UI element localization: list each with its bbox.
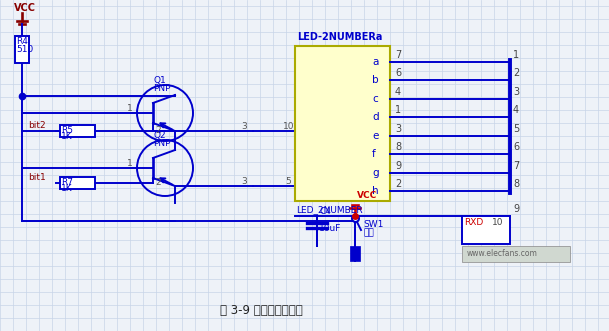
Text: 1: 1 bbox=[513, 50, 519, 60]
Text: b: b bbox=[372, 75, 379, 85]
Text: 3: 3 bbox=[241, 122, 247, 131]
Text: 5: 5 bbox=[285, 177, 290, 186]
Text: h: h bbox=[372, 186, 379, 196]
Text: VCC: VCC bbox=[357, 191, 377, 200]
Bar bbox=[350, 246, 360, 261]
Text: R4: R4 bbox=[16, 37, 28, 46]
Bar bbox=[15, 36, 29, 63]
Bar bbox=[462, 216, 510, 244]
Text: SW1: SW1 bbox=[363, 220, 384, 229]
Text: 8: 8 bbox=[513, 179, 519, 189]
Text: bit2: bit2 bbox=[28, 121, 46, 130]
Text: 10: 10 bbox=[492, 218, 504, 227]
Text: f: f bbox=[372, 149, 376, 159]
Text: 8: 8 bbox=[395, 142, 401, 152]
Text: 图 3-9 数码管显示电路: 图 3-9 数码管显示电路 bbox=[220, 304, 303, 317]
Text: 7: 7 bbox=[513, 161, 519, 170]
Text: e: e bbox=[372, 131, 378, 141]
Text: 4: 4 bbox=[395, 87, 401, 97]
Text: bit1: bit1 bbox=[28, 173, 46, 182]
Text: 5: 5 bbox=[513, 124, 519, 134]
Text: 1: 1 bbox=[395, 105, 401, 115]
Bar bbox=[60, 125, 95, 137]
Text: a: a bbox=[372, 57, 378, 67]
Text: 3: 3 bbox=[395, 124, 401, 134]
Bar bbox=[60, 177, 95, 189]
Text: R5: R5 bbox=[61, 126, 73, 135]
Text: LED_2NUMBER: LED_2NUMBER bbox=[296, 205, 362, 214]
Text: 2: 2 bbox=[513, 69, 519, 78]
Text: 3: 3 bbox=[241, 177, 247, 186]
Text: Q1: Q1 bbox=[153, 76, 166, 85]
Bar bbox=[295, 46, 390, 201]
Text: 1: 1 bbox=[127, 104, 133, 113]
Text: 3: 3 bbox=[513, 87, 519, 97]
Text: 1K: 1K bbox=[61, 184, 72, 193]
Text: 510: 510 bbox=[16, 45, 33, 54]
Text: g: g bbox=[372, 167, 379, 177]
Text: 2: 2 bbox=[155, 126, 161, 135]
Text: R7: R7 bbox=[61, 178, 73, 187]
Text: PNP: PNP bbox=[153, 139, 171, 148]
Text: 4: 4 bbox=[513, 105, 519, 115]
Text: Q2: Q2 bbox=[153, 131, 166, 140]
Text: VCC: VCC bbox=[14, 3, 36, 13]
Text: PNP: PNP bbox=[153, 84, 171, 93]
Text: LED-2NUMBERa: LED-2NUMBERa bbox=[297, 32, 382, 42]
Text: 6: 6 bbox=[513, 142, 519, 152]
Text: 7: 7 bbox=[395, 50, 401, 60]
Text: RXD: RXD bbox=[464, 218, 484, 227]
Text: 10uF: 10uF bbox=[319, 224, 342, 233]
Text: 9: 9 bbox=[513, 204, 519, 214]
Text: 6: 6 bbox=[395, 69, 401, 78]
Text: 2: 2 bbox=[155, 178, 161, 187]
Text: 2: 2 bbox=[395, 179, 401, 189]
Text: www.elecfans.com: www.elecfans.com bbox=[467, 250, 538, 259]
Text: 9: 9 bbox=[395, 161, 401, 170]
Text: d: d bbox=[372, 112, 379, 122]
Text: 1: 1 bbox=[127, 159, 133, 168]
Text: 1K: 1K bbox=[61, 132, 72, 141]
Text: 复位: 复位 bbox=[363, 228, 374, 237]
Text: 10: 10 bbox=[283, 122, 295, 131]
Text: c: c bbox=[372, 94, 378, 104]
Text: C4: C4 bbox=[319, 207, 331, 216]
Bar bbox=[462, 246, 570, 262]
